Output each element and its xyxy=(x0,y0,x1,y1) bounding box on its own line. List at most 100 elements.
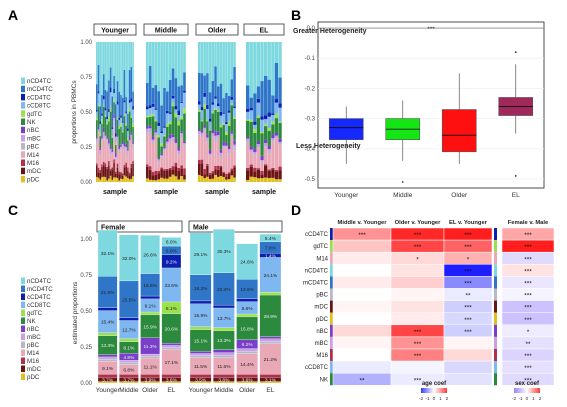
sample-bar-segment xyxy=(118,119,121,127)
sample-bar-segment xyxy=(168,167,172,170)
sample-bar-segment xyxy=(180,176,183,182)
sample-bar-segment xyxy=(230,137,234,169)
sample-bar-segment xyxy=(127,148,129,151)
sample-bar-segment xyxy=(200,159,204,164)
sample-bar-segment xyxy=(115,156,117,159)
sample-bar-segment xyxy=(230,105,234,132)
heatmap-cell xyxy=(390,264,445,277)
sample-bar-segment xyxy=(214,98,217,109)
sample-bar-segment xyxy=(230,133,234,137)
sample-bar-segment xyxy=(118,180,121,182)
sample-bar-segment xyxy=(227,149,231,154)
x-tick-label: Younger xyxy=(189,387,214,394)
significance-stars: *** xyxy=(358,232,366,239)
sample-bar-segment xyxy=(96,163,98,166)
sample-bar-segment xyxy=(174,138,178,143)
legend-swatch-nCD4TC xyxy=(21,77,25,84)
sample-bar-segment xyxy=(278,121,282,123)
sample-bar-segment xyxy=(271,138,275,141)
sample-bar-segment xyxy=(233,42,236,67)
sample-bar-segment xyxy=(230,99,234,104)
sample-bar-segment xyxy=(177,167,181,172)
sample-bar-segment xyxy=(108,42,110,81)
segment-label: 26.6% xyxy=(143,252,157,258)
sample-bar-segment xyxy=(132,141,134,144)
facet-title-Younger: Younger xyxy=(101,28,129,35)
sample-bar-segment xyxy=(211,113,215,130)
legend-tick: 2 xyxy=(446,396,449,402)
sample-bar-segment xyxy=(130,117,133,133)
sample-bar-segment xyxy=(111,137,114,150)
heatmap-cell xyxy=(443,360,493,374)
sample-bar-segment xyxy=(200,132,204,136)
legend-swatch-NK xyxy=(21,317,25,324)
sample-bar-segment xyxy=(109,92,112,107)
sample-bar-segment xyxy=(206,73,209,105)
sample-bar-segment xyxy=(278,138,282,142)
sample-bar-segment xyxy=(120,115,122,118)
sample-bar-segment xyxy=(106,166,108,169)
sample-bar-segment xyxy=(125,125,127,144)
stacked-segment-M16 xyxy=(140,374,160,378)
sample-bar-segment xyxy=(109,106,112,112)
sample-bar-segment xyxy=(249,121,253,147)
sample-bar-segment xyxy=(278,122,282,139)
sample-bar-segment xyxy=(132,127,134,142)
segment-label: 9.1% xyxy=(102,366,114,372)
sample-bar-segment xyxy=(157,158,161,160)
segment-label: 3.9% xyxy=(145,377,157,383)
sample-bar-segment xyxy=(97,91,100,94)
sample-bar-segment xyxy=(206,121,209,135)
sample-bar-segment xyxy=(102,161,105,166)
x-tick-label: EL xyxy=(266,387,274,394)
sample-bar-segment xyxy=(200,110,204,121)
sample-bar-segment xyxy=(249,119,253,122)
heatmap-cell xyxy=(332,239,392,253)
sample-bar-segment xyxy=(146,117,149,127)
outlier-point xyxy=(514,51,517,54)
sample-bar-segment xyxy=(177,42,181,87)
stacked-segment-nCD4TC xyxy=(259,233,282,243)
heatmap-cell xyxy=(332,251,392,265)
sample-bar-segment xyxy=(206,119,209,122)
sample-bar-segment xyxy=(111,151,114,154)
sample-bar-segment xyxy=(128,108,131,112)
sample-bar-segment xyxy=(225,131,228,135)
sample-bar-segment xyxy=(174,142,178,145)
sample-bar-segment xyxy=(183,168,186,175)
sample-bar-segment xyxy=(222,176,225,182)
stacked-segment-cCD4TC xyxy=(119,317,139,321)
sample-bar-segment xyxy=(230,170,234,176)
row-color-bar xyxy=(330,240,333,253)
sample-bar-segment xyxy=(96,138,98,143)
sample-bar-segment xyxy=(208,42,212,93)
stacked-segment-nBC xyxy=(97,354,118,358)
sample-bar-segment xyxy=(225,93,228,122)
sample-bar-segment xyxy=(246,138,250,142)
sample-bar-segment xyxy=(274,99,279,103)
sample-bar-segment xyxy=(253,121,257,125)
legend-swatch-nBC xyxy=(21,126,25,134)
stacked-segment-nBC xyxy=(259,336,282,339)
y-tick-label: 1.00 xyxy=(80,40,92,46)
significance-stars: *** xyxy=(524,232,532,239)
legend-label-pBC: pBC xyxy=(27,144,40,151)
sample-bar-segment xyxy=(271,114,275,122)
sample-bar-segment xyxy=(253,177,257,182)
sample-bar-segment xyxy=(198,159,201,164)
sample-bar-segment xyxy=(154,42,158,86)
sample-bar-segment xyxy=(151,116,155,137)
legend-label-cCD4TC: cCD4TC xyxy=(27,94,51,101)
sample-bar-segment xyxy=(180,131,183,134)
sample-bar-segment xyxy=(154,135,158,137)
sample-bar-segment xyxy=(148,65,152,106)
sample-bar-segment xyxy=(225,142,228,146)
sample-bar-segment xyxy=(246,137,250,139)
sample-bar-segment xyxy=(274,170,279,173)
sample-bar-segment xyxy=(154,119,158,122)
x-tick-label: Middle xyxy=(214,387,234,394)
sample-bar-segment xyxy=(174,176,178,182)
significance-stars: *** xyxy=(414,377,422,384)
sample-bar-segment xyxy=(102,127,105,132)
sample-bar-segment xyxy=(200,121,204,131)
